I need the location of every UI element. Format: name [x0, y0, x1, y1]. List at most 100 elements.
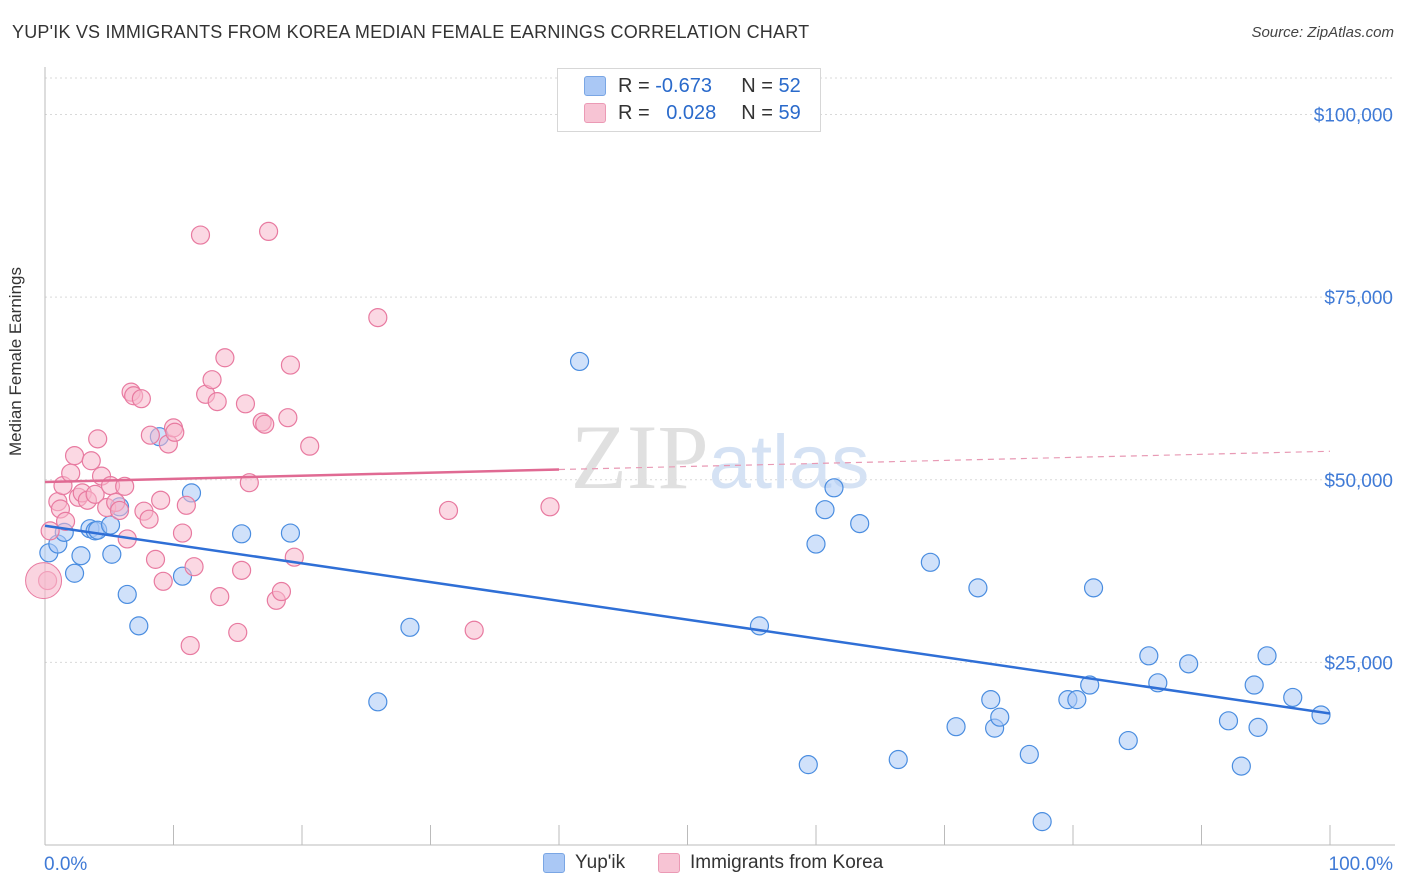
data-point-korea — [207, 392, 227, 412]
data-point-korea — [85, 484, 105, 504]
data-point-korea — [235, 394, 256, 414]
y-tick-label: $75,000 — [1324, 288, 1393, 309]
data-point-yupik — [64, 563, 85, 583]
series-swatch-korea — [658, 853, 680, 873]
data-point-yupik — [1218, 711, 1239, 731]
data-point-korea — [180, 635, 200, 656]
series-name-korea: Immigrants from Korea — [690, 852, 884, 873]
data-point-yupik — [71, 546, 91, 566]
data-point-korea — [464, 620, 484, 640]
data-point-yupik — [1257, 646, 1277, 666]
y-tick-label: $100,000 — [1314, 106, 1393, 127]
data-point-korea — [40, 521, 60, 541]
data-point-yupik — [1244, 675, 1264, 695]
data-point-yupik — [400, 617, 420, 637]
trendline-yupik — [44, 524, 1331, 715]
data-point-yupik — [1248, 717, 1268, 737]
data-point-yupik — [368, 692, 388, 712]
trendline-korea-extension — [558, 450, 1331, 471]
data-point-yupik — [1019, 744, 1039, 765]
data-point-yupik — [102, 544, 122, 564]
data-point-yupik — [280, 523, 301, 543]
watermark: ZIPatlas — [571, 406, 870, 508]
legend-row-yupik: R = -0.673 N = 52 — [584, 73, 801, 99]
y-axis-label: Median Female Earnings — [6, 267, 25, 456]
series-legend-korea: Immigrants from Korea — [658, 852, 883, 874]
trendline-korea — [44, 468, 560, 484]
data-point-korea — [232, 560, 252, 580]
series-legend: Yup'ik Immigrants from Korea — [0, 852, 1406, 878]
data-point-korea — [176, 495, 196, 515]
data-point-yupik — [1067, 690, 1087, 710]
data-point-yupik — [1080, 675, 1100, 695]
data-point-korea — [215, 348, 235, 368]
data-point-korea — [55, 511, 76, 531]
data-point-korea — [184, 557, 204, 577]
data-point-yupik — [850, 513, 870, 534]
data-point-korea — [165, 422, 185, 442]
data-point-yupik — [824, 478, 844, 498]
data-point-korea — [368, 307, 388, 328]
data-point-korea — [172, 523, 193, 543]
source-credit: Source: ZipAtlas.com — [1251, 24, 1394, 41]
data-point-yupik — [990, 707, 1010, 727]
data-point-yupik — [1231, 756, 1251, 776]
data-point-korea — [278, 408, 298, 428]
data-point-korea — [115, 476, 135, 496]
series-swatch-yupik — [543, 853, 565, 873]
data-point-korea — [145, 549, 166, 569]
data-point-yupik — [1283, 687, 1303, 708]
legend-r-label: R = — [618, 101, 650, 124]
data-point-yupik — [798, 755, 818, 775]
data-point-korea — [88, 429, 108, 449]
data-point-yupik — [1139, 646, 1159, 666]
legend-swatch-yupik — [584, 76, 606, 96]
data-point-korea — [109, 500, 130, 521]
data-point-yupik — [806, 534, 826, 554]
data-point-yupik — [1311, 705, 1331, 725]
data-point-korea — [140, 425, 160, 445]
data-point-korea — [131, 389, 151, 409]
data-point-korea — [228, 622, 248, 643]
correlation-legend: R = -0.673 N = 52 R = 0.028 N = 59 — [557, 68, 821, 132]
y-tick-label: $50,000 — [1324, 471, 1393, 492]
data-point-korea — [210, 587, 230, 607]
data-point-yupik — [888, 749, 908, 770]
data-point-yupik — [946, 717, 966, 737]
data-point-korea — [540, 497, 560, 517]
data-point-korea — [64, 446, 85, 466]
legend-n-value: 52 — [778, 74, 801, 97]
data-point-korea — [61, 463, 81, 483]
legend-r-value: 0.028 — [666, 101, 717, 124]
data-point-korea — [300, 436, 320, 456]
data-point-korea-large — [25, 562, 63, 600]
series-legend-yupik: Yup'ik — [543, 852, 625, 874]
data-point-korea — [153, 571, 173, 591]
data-point-korea — [438, 500, 459, 521]
legend-row-korea: R = 0.028 N = 59 — [584, 100, 801, 126]
data-point-yupik — [1083, 578, 1104, 598]
data-point-yupik — [232, 524, 252, 544]
data-point-korea — [258, 221, 279, 241]
data-point-korea — [280, 355, 301, 375]
data-point-yupik — [1032, 812, 1052, 832]
data-point-korea — [255, 414, 275, 434]
legend-r-value: -0.673 — [655, 74, 712, 97]
data-point-korea — [271, 581, 292, 602]
data-point-korea — [81, 451, 101, 471]
legend-n-label: N = — [741, 74, 773, 97]
data-point-yupik — [920, 552, 940, 572]
data-point-yupik — [129, 616, 149, 636]
data-point-korea — [151, 490, 171, 510]
legend-r-label: R = — [618, 74, 650, 97]
data-point-yupik — [815, 500, 835, 520]
data-point-yupik — [1118, 730, 1138, 751]
data-point-korea — [202, 370, 222, 390]
x-tick-label: 0.0% — [44, 854, 87, 875]
data-point-yupik — [968, 578, 988, 598]
series-name-yupik: Yup'ik — [575, 852, 626, 873]
data-point-korea — [139, 509, 159, 529]
data-point-yupik — [981, 690, 1001, 710]
legend-n-label: N = — [741, 101, 773, 124]
